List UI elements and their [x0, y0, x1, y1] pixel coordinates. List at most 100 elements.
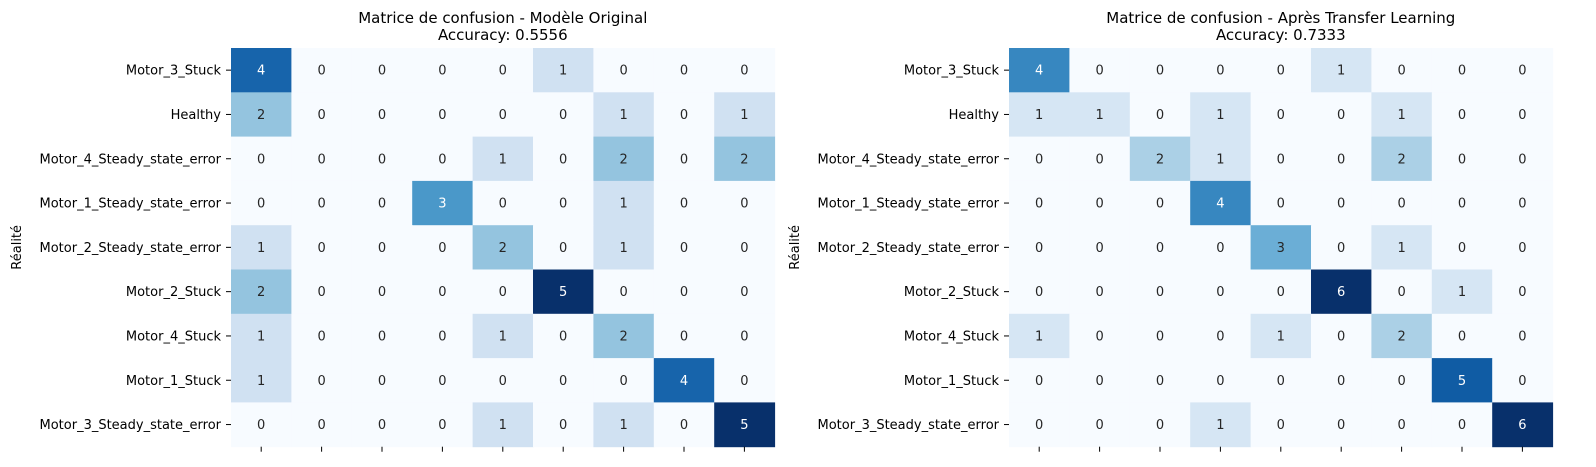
- heatmap-cell: [1069, 313, 1131, 359]
- cell-value-label: 0: [1337, 108, 1345, 123]
- cell-value-label: 0: [740, 197, 748, 212]
- heatmap-cell: [1371, 313, 1433, 359]
- cell-value-label: 0: [257, 152, 265, 167]
- heatmap-cell: [653, 136, 715, 182]
- cell-value-label: 0: [438, 329, 446, 344]
- heatmap-cell: [714, 225, 776, 270]
- cell-value-label: 0: [559, 418, 567, 433]
- cell-value-label: 0: [1095, 418, 1103, 433]
- heatmap-cell: [1250, 358, 1312, 403]
- cell-value-label: 0: [1095, 197, 1103, 212]
- heatmap-cell: [533, 358, 594, 403]
- cell-value-label: 0: [1216, 64, 1224, 79]
- heatmap-cell: [1311, 92, 1372, 138]
- cell-value-label: 0: [1458, 241, 1466, 256]
- heatmap-cell: [472, 269, 534, 315]
- heatmap-cell: [1069, 92, 1131, 138]
- cell-value-label: 1: [559, 64, 567, 79]
- heatmap-cell: [593, 358, 655, 403]
- heatmap-cell: [351, 225, 413, 270]
- cell-value-label: 0: [1156, 285, 1164, 300]
- cell-value-label: 0: [378, 197, 386, 212]
- cell-value-label: 0: [257, 418, 265, 433]
- heatmap-cell: [1069, 358, 1131, 403]
- heatmap-cell: [593, 269, 655, 315]
- cell-value-label: 4: [257, 64, 265, 79]
- heatmap-cell: [351, 92, 413, 138]
- cell-value-label: 0: [1458, 64, 1466, 79]
- cell-value-label: 0: [680, 418, 688, 433]
- cell-value-label: 0: [1035, 418, 1043, 433]
- heatmap-cell: [472, 313, 534, 359]
- cell-value-label: 1: [1337, 64, 1345, 79]
- cell-value-label: 0: [317, 374, 325, 389]
- cell-value-label: 0: [317, 152, 325, 167]
- cell-value-label: 0: [740, 374, 748, 389]
- heatmap-cell: [1009, 402, 1070, 448]
- cell-value-label: 0: [1035, 241, 1043, 256]
- cell-value-label: 0: [1458, 152, 1466, 167]
- heatmap-cell: [1311, 225, 1372, 270]
- heatmap-cell: [231, 180, 292, 226]
- cell-value-label: 0: [1156, 418, 1164, 433]
- heatmap-cell: [291, 136, 353, 182]
- heatmap-cell: [291, 180, 353, 226]
- cell-value-label: 0: [619, 64, 627, 79]
- heatmap-cell: [1492, 136, 1554, 182]
- heatmap-cell: [1371, 225, 1433, 270]
- heatmap-cell: [1069, 402, 1131, 448]
- cell-value-label: 0: [1518, 329, 1526, 344]
- heatmap-cell: [351, 269, 413, 315]
- heatmap-cell: [472, 358, 534, 403]
- cell-value-label: 0: [438, 152, 446, 167]
- heatmap-cell: [1009, 225, 1070, 270]
- cell-value-label: 0: [438, 241, 446, 256]
- cell-value-label: 0: [317, 241, 325, 256]
- heatmap-cell: [291, 225, 353, 270]
- cell-value-label: 0: [378, 241, 386, 256]
- cell-value-label: 0: [1035, 374, 1043, 389]
- cell-value-label: 1: [499, 329, 507, 344]
- cell-value-label: 4: [680, 374, 688, 389]
- heatmap-cell: [291, 92, 353, 138]
- cell-value-label: 1: [619, 197, 627, 212]
- heatmap-cell: [1190, 48, 1252, 93]
- cell-value-label: 0: [499, 64, 507, 79]
- heatmap-cell: [1069, 136, 1131, 182]
- cell-value-label: 0: [1095, 329, 1103, 344]
- cell-value-label: 0: [680, 241, 688, 256]
- cell-value-label: 1: [1035, 108, 1043, 123]
- heatmap-cell: [1009, 269, 1070, 315]
- heatmap-cell: [1190, 402, 1252, 448]
- cell-value-label: 0: [438, 418, 446, 433]
- heatmap-cell: [231, 402, 292, 448]
- cell-value-label: 0: [1518, 285, 1526, 300]
- heatmap-cell: [714, 48, 776, 93]
- y-tick-label: Motor_2_Steady_state_error: [818, 241, 1000, 256]
- cell-value-label: 0: [1337, 152, 1345, 167]
- cell-value-label: 0: [1277, 152, 1285, 167]
- heatmap-cell: [1069, 48, 1131, 93]
- cell-value-label: 0: [1095, 241, 1103, 256]
- cell-value-label: 0: [499, 374, 507, 389]
- heatmap-cell: [1492, 358, 1554, 403]
- cell-value-label: 0: [1518, 241, 1526, 256]
- heatmap-cell: [593, 402, 655, 448]
- cell-value-label: 0: [680, 152, 688, 167]
- heatmap-cell: [1311, 269, 1372, 315]
- cell-value-label: 0: [559, 241, 567, 256]
- heatmap-cell: [1431, 358, 1493, 403]
- heatmap-cell: [1250, 225, 1312, 270]
- heatmap-cell: [1009, 358, 1070, 403]
- heatmap-cell: [1069, 269, 1131, 315]
- heatmap-cell: [714, 92, 776, 138]
- heatmap-cell: [291, 358, 353, 403]
- cell-value-label: 0: [1277, 197, 1285, 212]
- cell-value-label: 0: [257, 197, 265, 212]
- cell-value-label: 0: [740, 241, 748, 256]
- heatmap-cell: [1492, 269, 1554, 315]
- heatmap-cell: [1009, 136, 1070, 182]
- cell-value-label: 5: [559, 285, 567, 300]
- heatmap-cell: [472, 225, 534, 270]
